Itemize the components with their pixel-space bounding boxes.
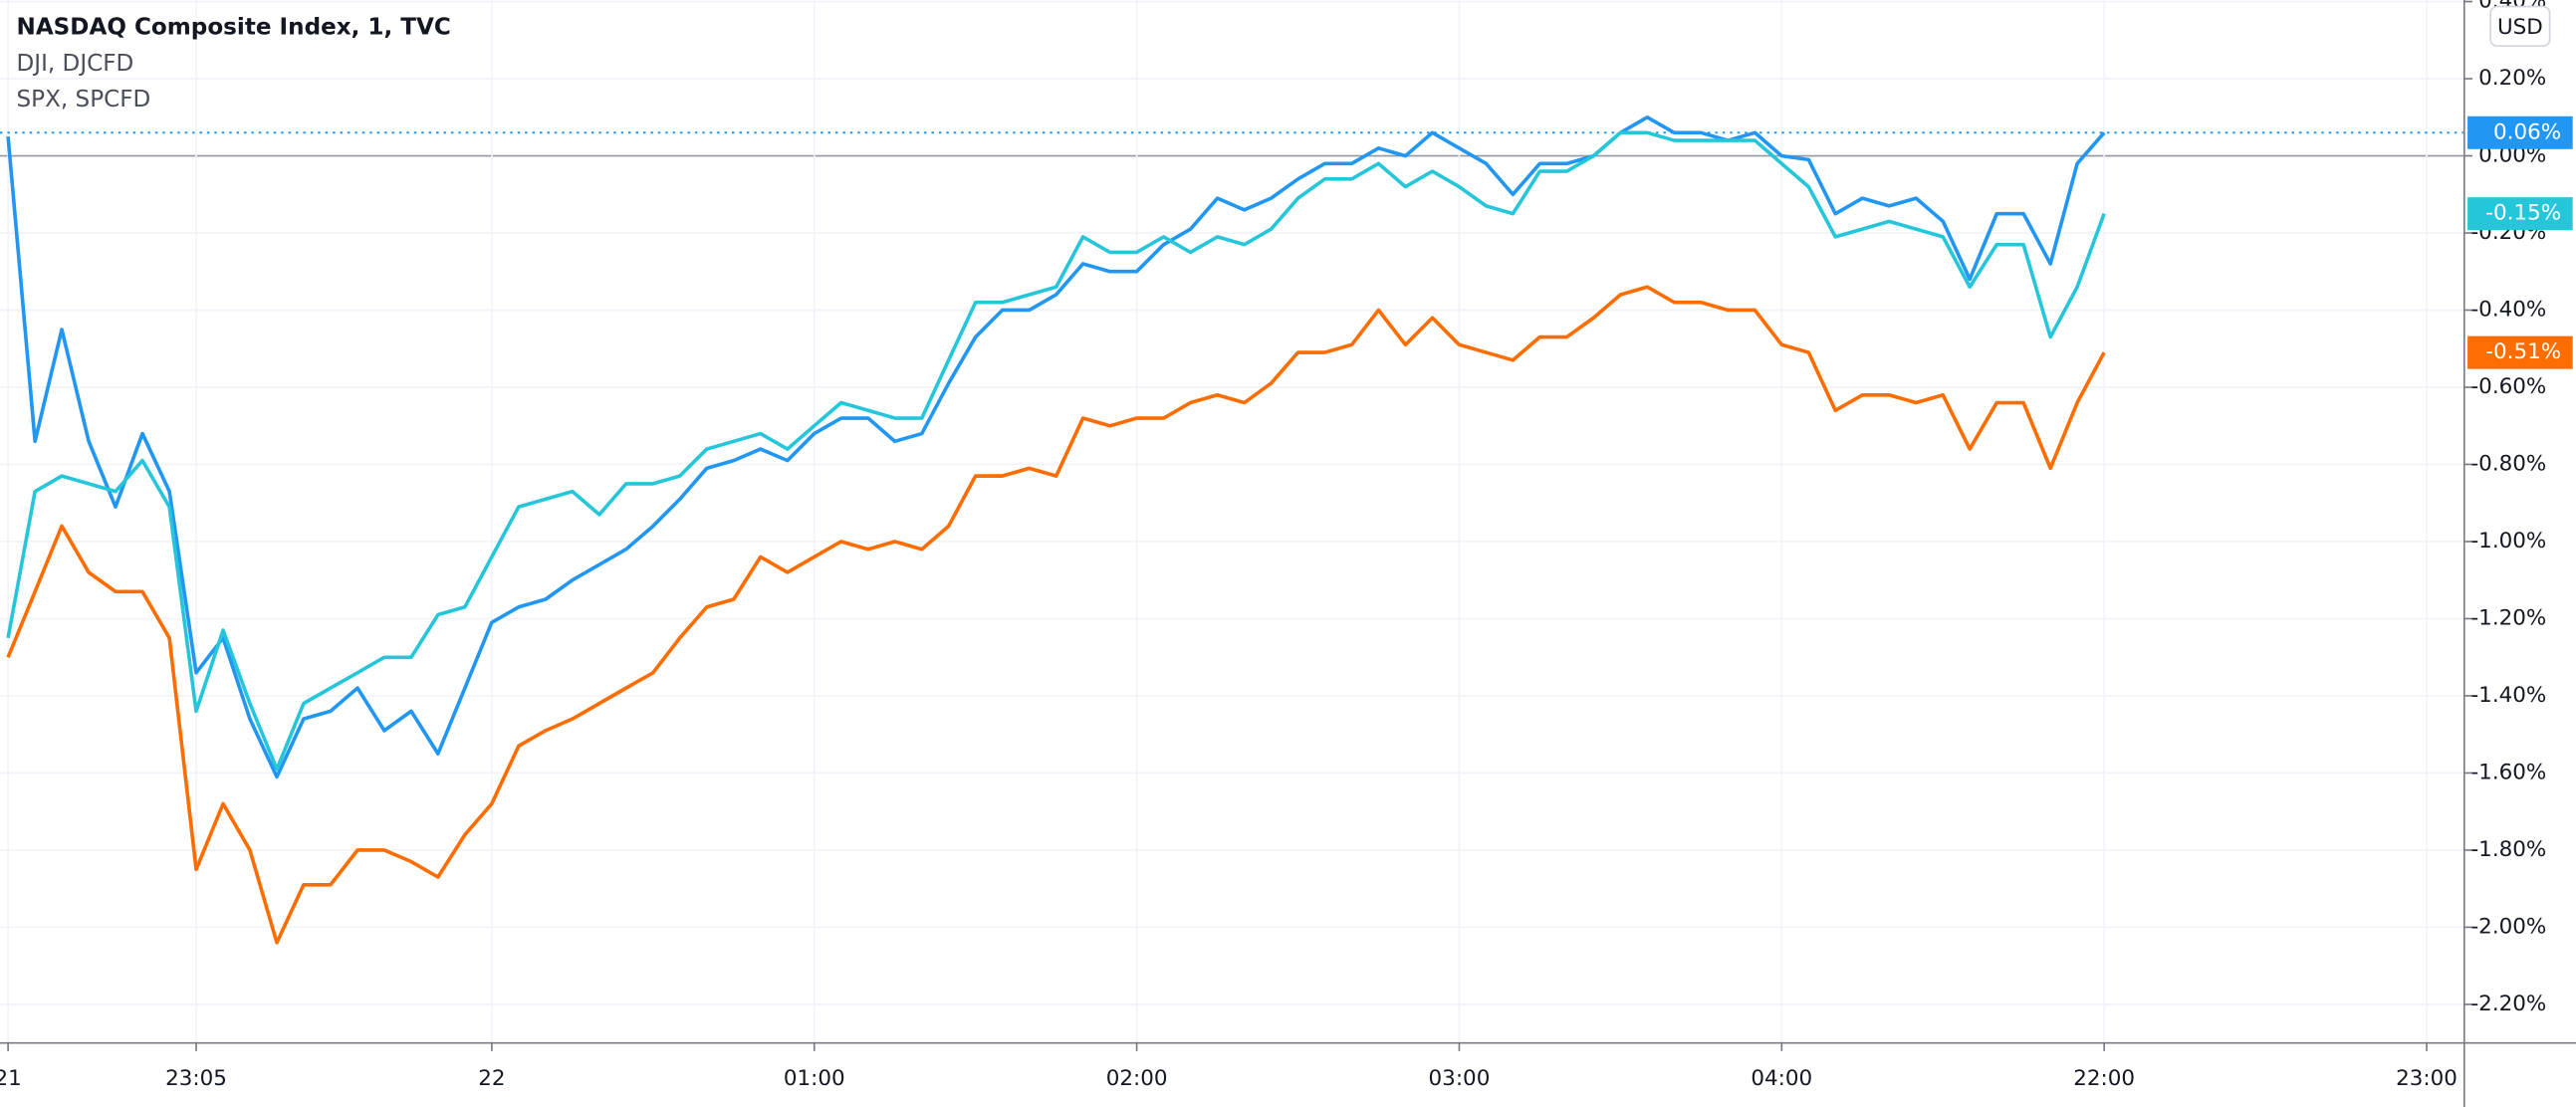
series-line (6, 114, 2106, 779)
price-label-box (2467, 335, 2573, 369)
y-tick-label: -1.20% (2470, 605, 2546, 630)
x-tick-label: 02:00 (1106, 1066, 1168, 1091)
x-tick-label: 22 (478, 1066, 505, 1091)
price-label-box (2467, 197, 2573, 231)
currency-label[interactable]: USD (2497, 15, 2543, 40)
grid (0, 0, 2464, 1043)
legend-entry[interactable]: DJI, DJCFD (17, 51, 134, 77)
price-label: -0.51% (2485, 339, 2561, 364)
x-tick-label: 01:00 (784, 1066, 845, 1091)
y-tick-label: 0.20% (2478, 66, 2546, 91)
y-tick-label: -1.00% (2470, 529, 2546, 554)
legend-entry[interactable]: SPX, SPCFD (17, 87, 151, 112)
legend-entry[interactable]: NASDAQ Composite Index, 1, TVC (17, 15, 451, 41)
series-line (6, 285, 2106, 945)
y-tick-label: -2.00% (2470, 914, 2546, 939)
x-tick-label: 04:00 (1751, 1066, 1812, 1091)
x-tick-label: 23:05 (165, 1066, 227, 1091)
x-tick-label: 21 (0, 1066, 22, 1091)
x-tick-label: 23:00 (2396, 1066, 2458, 1091)
y-tick-label: -2.20% (2470, 992, 2546, 1016)
legend: NASDAQ Composite Index, 1, TVC DJI, DJCFD… (17, 15, 451, 113)
y-tick-label: -0.40% (2470, 298, 2546, 323)
x-tick-label: 03:00 (1429, 1066, 1491, 1091)
y-tick-label: -0.80% (2470, 451, 2546, 476)
y-tick-label: -0.60% (2470, 374, 2546, 399)
price-label: -0.15% (2485, 201, 2561, 226)
y-tick-label: -1.60% (2470, 760, 2546, 784)
price-label: 0.06% (2493, 119, 2561, 144)
y-tick-label: -1.40% (2470, 683, 2546, 708)
y-tick-label: -1.80% (2470, 837, 2546, 862)
price-label-box (2467, 115, 2573, 149)
series-lines (6, 114, 2106, 945)
currency-box[interactable] (2489, 5, 2551, 48)
x-tick-label: 22:00 (2073, 1066, 2135, 1091)
series-line (6, 130, 2106, 772)
